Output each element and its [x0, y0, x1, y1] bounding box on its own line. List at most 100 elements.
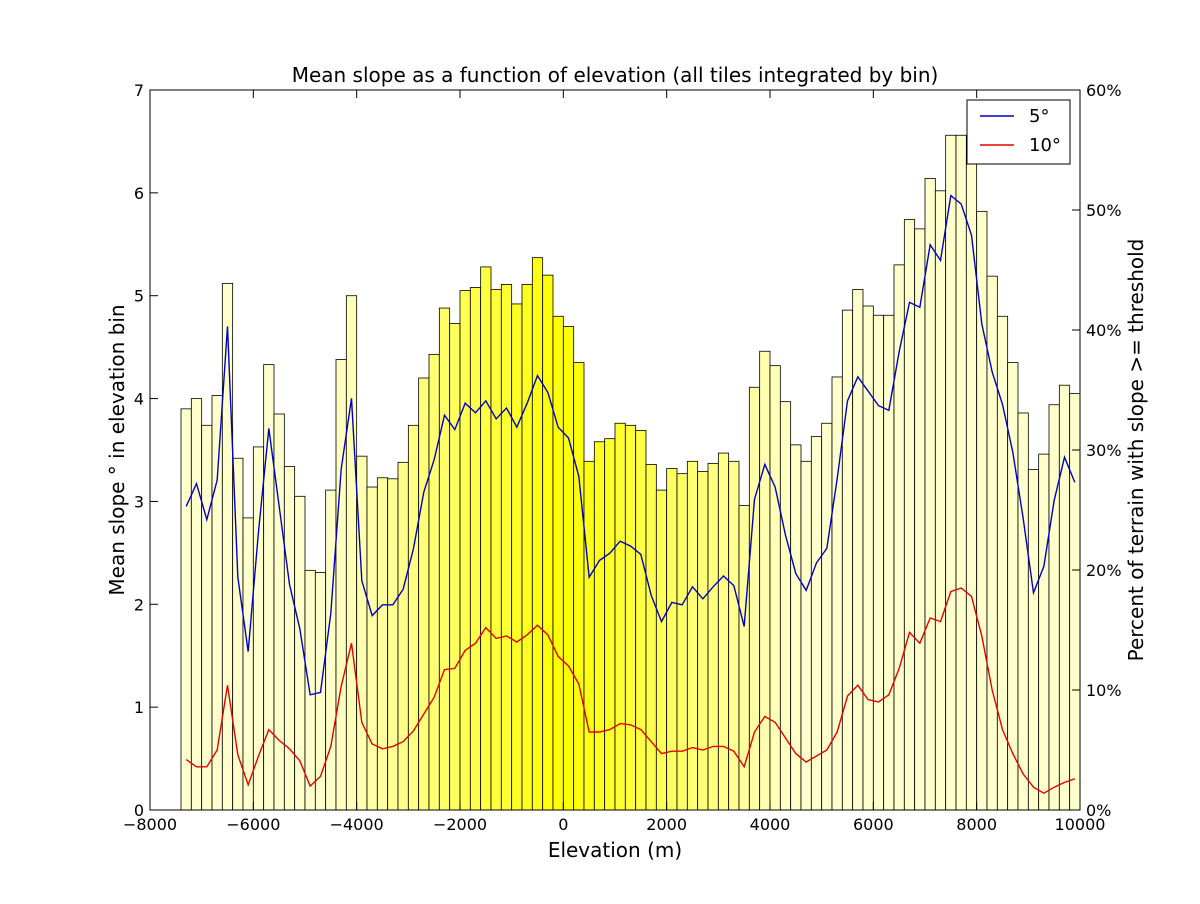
bar [976, 210, 988, 811]
bar [232, 457, 244, 811]
bar [573, 362, 585, 811]
bar [521, 283, 533, 811]
bar [531, 257, 544, 811]
x-axis-label: Elevation (m) [548, 838, 682, 862]
y-right-tick-label: 20% [1086, 561, 1122, 580]
x-tick-label: −2000 [433, 815, 487, 834]
bar [872, 314, 885, 811]
x-tick-label: 8000 [956, 815, 997, 834]
x-tick-label: 2000 [646, 815, 687, 834]
bar [490, 289, 502, 811]
bar [407, 424, 420, 811]
bar [1027, 469, 1040, 811]
y-right-tick-label: 10% [1086, 681, 1122, 700]
bar [934, 190, 947, 811]
bar [221, 282, 234, 811]
y-right-tick-label: 60% [1086, 81, 1122, 100]
bar [666, 468, 678, 811]
y-right-tick-label: 40% [1086, 321, 1122, 340]
bar [955, 134, 967, 811]
bar [831, 376, 843, 811]
bar [335, 359, 347, 811]
y-tick-label: 6 [134, 184, 144, 203]
y-right-tick-label: 50% [1086, 201, 1122, 220]
bar [624, 424, 637, 811]
bar [438, 307, 451, 811]
bar [914, 228, 926, 811]
bar [738, 505, 750, 811]
y-tick-label: 7 [134, 81, 144, 100]
x-tick-label: −4000 [330, 815, 384, 834]
y-tick-label: 4 [134, 390, 144, 409]
chart-title: Mean slope as a function of elevation (a… [292, 63, 939, 87]
x-tick-label: 0 [558, 815, 568, 834]
bar [779, 401, 792, 811]
series-line-10deg [185, 587, 1076, 795]
bar [676, 473, 688, 811]
bar [418, 377, 430, 811]
bar [552, 315, 564, 811]
bar [366, 486, 378, 811]
bar [924, 178, 936, 811]
x-tick-label: −8000 [123, 815, 177, 834]
bar [459, 290, 471, 811]
bar [1069, 393, 1081, 811]
bar [304, 569, 316, 811]
bar [604, 438, 616, 811]
bar [852, 289, 864, 811]
y-axis-label: Mean slope ° in elevation bin [105, 304, 129, 595]
x-tick-label: 6000 [853, 815, 894, 834]
bar [273, 413, 285, 811]
bar [645, 463, 657, 811]
bar [862, 305, 874, 811]
bar [686, 460, 699, 811]
bar [325, 489, 337, 811]
bar [841, 309, 854, 811]
y-tick-label: 3 [134, 492, 144, 511]
bar [707, 462, 719, 811]
bar [717, 452, 730, 811]
lines-layer [185, 194, 1076, 795]
bar [1048, 404, 1060, 811]
legend-label-10deg: 10° [1029, 135, 1061, 156]
bar [562, 326, 575, 811]
bar [1007, 362, 1019, 811]
y-right-tick-label: 0% [1086, 801, 1111, 820]
bar [480, 266, 492, 811]
x-tick-label: 4000 [750, 815, 791, 834]
y-tick-label: 5 [134, 287, 144, 306]
bar [893, 264, 905, 811]
bar [387, 478, 399, 811]
bar [614, 422, 626, 811]
bar [593, 441, 606, 811]
bar [655, 489, 668, 811]
bar [583, 460, 595, 811]
legend-box [966, 99, 1071, 165]
bar [201, 424, 213, 811]
y-axis-right-label: Percent of terrain with slope >= thresho… [1124, 239, 1148, 662]
bar [180, 408, 192, 811]
y-tick-label: 2 [134, 595, 144, 614]
bar [903, 219, 916, 811]
bar [397, 461, 409, 811]
bar [190, 398, 203, 811]
bar [283, 466, 296, 811]
bar [769, 365, 781, 811]
bar [965, 157, 978, 811]
bar [800, 460, 812, 811]
bar [759, 350, 771, 811]
bar [449, 323, 461, 811]
legend-label-5deg: 5° [1029, 106, 1049, 127]
bar [1038, 453, 1050, 811]
x-tick-label: 10000 [1055, 815, 1106, 834]
y-right-tick-label: 30% [1086, 441, 1122, 460]
bar [242, 517, 254, 811]
bar [996, 315, 1009, 811]
bar [1017, 412, 1029, 811]
bar [542, 274, 554, 811]
y-tick-label: 1 [134, 698, 144, 717]
ticks-layer: −8000 −6000 −4000 −2000 0 2000 4000 6000 8000 100… [123, 81, 1122, 834]
bar [469, 287, 482, 811]
